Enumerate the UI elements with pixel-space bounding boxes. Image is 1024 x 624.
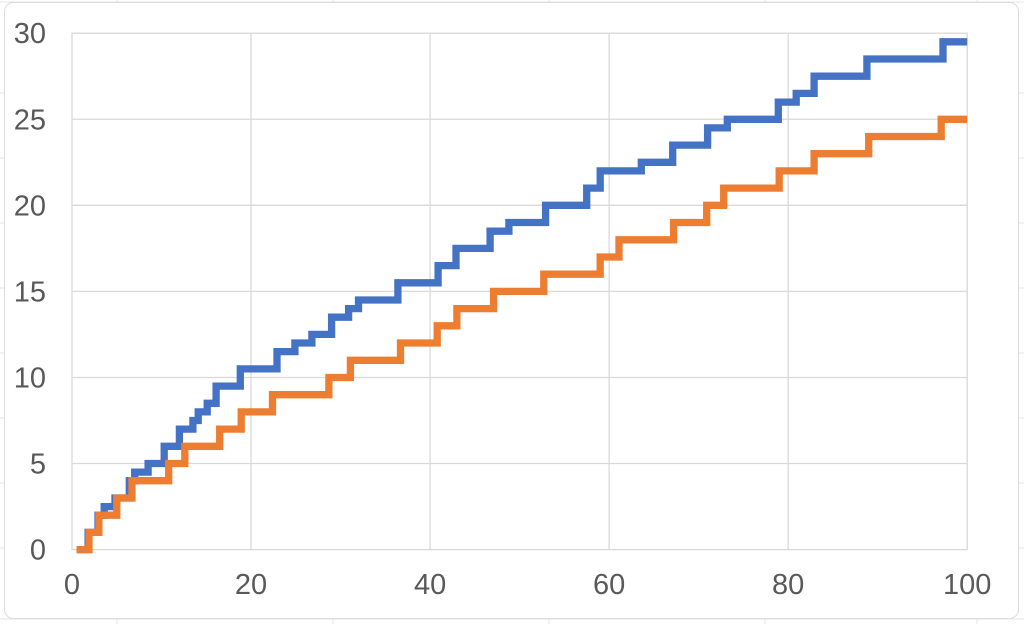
y-axis-tick-label-30: 30 [14,18,46,50]
y-axis-tick-label-15: 15 [14,276,46,308]
chart-frame[interactable] [4,2,1019,619]
x-axis-tick-label-100: 100 [943,569,991,601]
y-axis-tick-label-5: 5 [30,449,46,481]
x-axis-tick-label-40: 40 [414,569,446,601]
x-axis-tick-label-80: 80 [772,569,804,601]
series-1-blue-line[interactable] [76,38,968,554]
y-axis-tick-label-10: 10 [14,362,46,394]
y-axis-tick-label-20: 20 [14,190,46,222]
y-axis-tick-label-0: 0 [30,535,46,567]
y-axis-tick-label-25: 25 [14,104,46,136]
x-axis-tick-label-0: 0 [64,569,80,601]
x-axis-tick-label-20: 20 [235,569,267,601]
series-2-orange-line[interactable] [76,115,968,554]
x-axis-tick-label-60: 60 [593,569,625,601]
